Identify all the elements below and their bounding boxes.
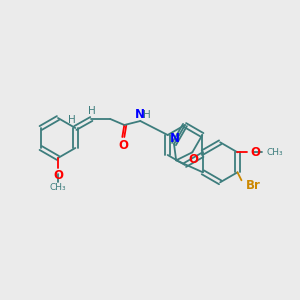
Text: O: O bbox=[250, 146, 260, 159]
Text: O: O bbox=[53, 169, 63, 182]
Text: N: N bbox=[170, 132, 180, 145]
Text: H: H bbox=[68, 115, 76, 125]
Text: CH₃: CH₃ bbox=[266, 148, 283, 157]
Text: Br: Br bbox=[245, 179, 260, 192]
Text: O: O bbox=[118, 139, 128, 152]
Text: CH₃: CH₃ bbox=[50, 183, 66, 192]
Text: H: H bbox=[143, 110, 151, 120]
Text: N: N bbox=[135, 107, 145, 121]
Text: H: H bbox=[88, 106, 96, 116]
Text: O: O bbox=[188, 153, 198, 166]
